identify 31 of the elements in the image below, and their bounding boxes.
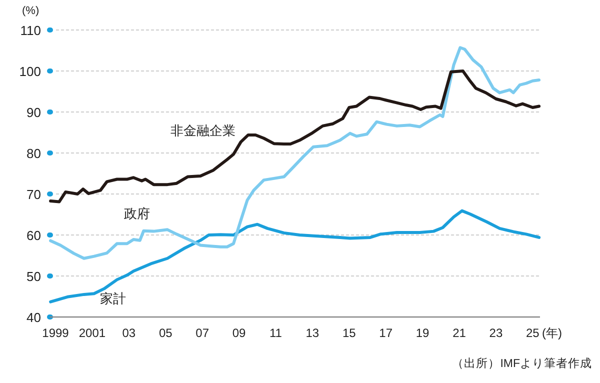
x-tick-label: 17	[379, 326, 393, 340]
series-label: 非金融企業	[170, 123, 236, 138]
y-tick-label: 70	[26, 187, 41, 202]
x-tick-label: 21	[452, 326, 466, 340]
x-tick-label: 2001	[78, 326, 106, 340]
x-axis-title: (年)	[542, 326, 562, 340]
text: （出所）IMFより筆者作成	[452, 357, 592, 370]
x-tick-label: 03	[122, 326, 136, 340]
line-series	[49, 46, 541, 260]
y-tick-label: 50	[26, 269, 41, 284]
y-tick-label: 100	[19, 64, 41, 79]
y-axis-title: (%)	[22, 5, 40, 17]
line-series	[49, 209, 541, 304]
x-tick-label: 1999	[42, 326, 70, 340]
x-tick-label: 09	[232, 326, 246, 340]
x-tick-label: 25	[526, 326, 540, 340]
y-tick-label: 80	[26, 146, 41, 161]
y-tick-label: 60	[26, 228, 41, 243]
x-tick-label: 19	[416, 326, 430, 340]
y-tick-label: 110	[20, 23, 41, 38]
x-tick-label: 11	[269, 326, 282, 340]
x-tick-label: 07	[196, 326, 210, 340]
line-series	[49, 70, 541, 204]
y-tick-label: 40	[26, 310, 41, 325]
x-tick-label: 05	[158, 326, 173, 340]
x-tick-label: 13	[306, 326, 320, 340]
x-tick-label: 23	[489, 326, 503, 340]
x-tick-label: 15	[342, 326, 356, 340]
series-label: 家計	[100, 291, 126, 306]
series-label: 政府	[124, 206, 150, 221]
y-tick-label: 90	[26, 105, 41, 120]
